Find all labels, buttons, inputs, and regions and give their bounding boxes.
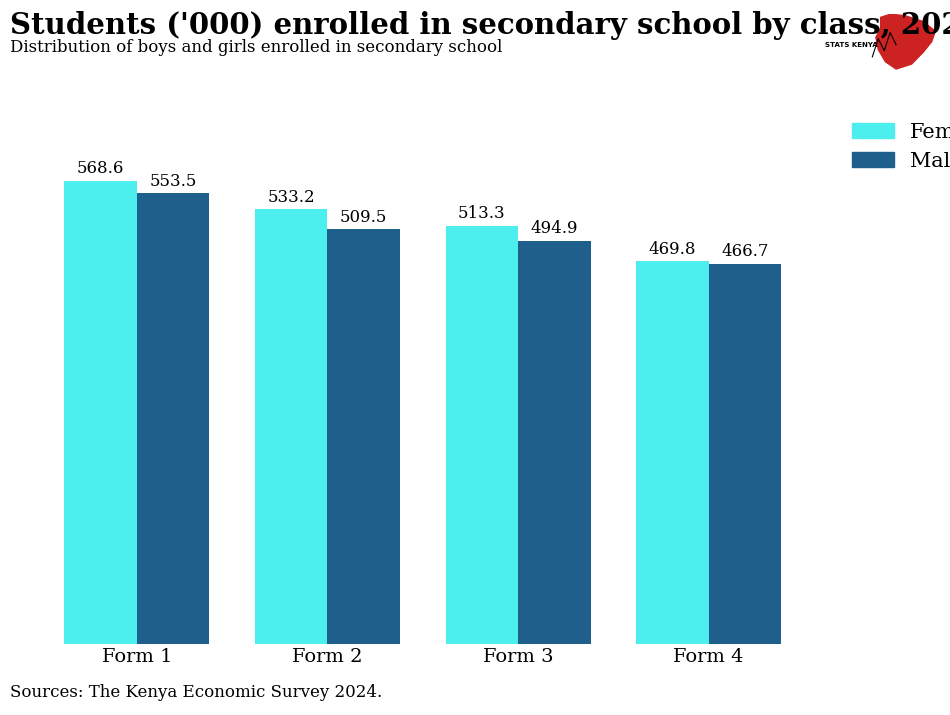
Bar — [65, 181, 137, 644]
Text: Sources: The Kenya Economic Survey 2024.: Sources: The Kenya Economic Survey 2024. — [10, 684, 382, 701]
Legend: Female, Male: Female, Male — [844, 114, 950, 179]
Text: 568.6: 568.6 — [77, 160, 124, 177]
Bar — [709, 264, 781, 644]
Text: 469.8: 469.8 — [649, 241, 696, 258]
Text: 509.5: 509.5 — [340, 209, 388, 225]
Bar — [446, 226, 518, 644]
Bar — [518, 241, 591, 644]
Bar — [137, 193, 209, 644]
Text: 494.9: 494.9 — [530, 220, 578, 237]
Text: Distribution of boys and girls enrolled in secondary school: Distribution of boys and girls enrolled … — [10, 39, 502, 56]
Bar — [255, 209, 328, 644]
Bar — [636, 261, 709, 644]
Polygon shape — [876, 14, 935, 69]
Text: 513.3: 513.3 — [458, 205, 505, 222]
Text: Students ('000) enrolled in secondary school by class, 2023: Students ('000) enrolled in secondary sc… — [10, 11, 950, 40]
Text: 466.7: 466.7 — [721, 243, 769, 260]
Text: 533.2: 533.2 — [267, 189, 315, 206]
Bar — [328, 229, 400, 644]
Text: 553.5: 553.5 — [149, 173, 197, 189]
Text: STATS KENYA: STATS KENYA — [825, 41, 878, 48]
